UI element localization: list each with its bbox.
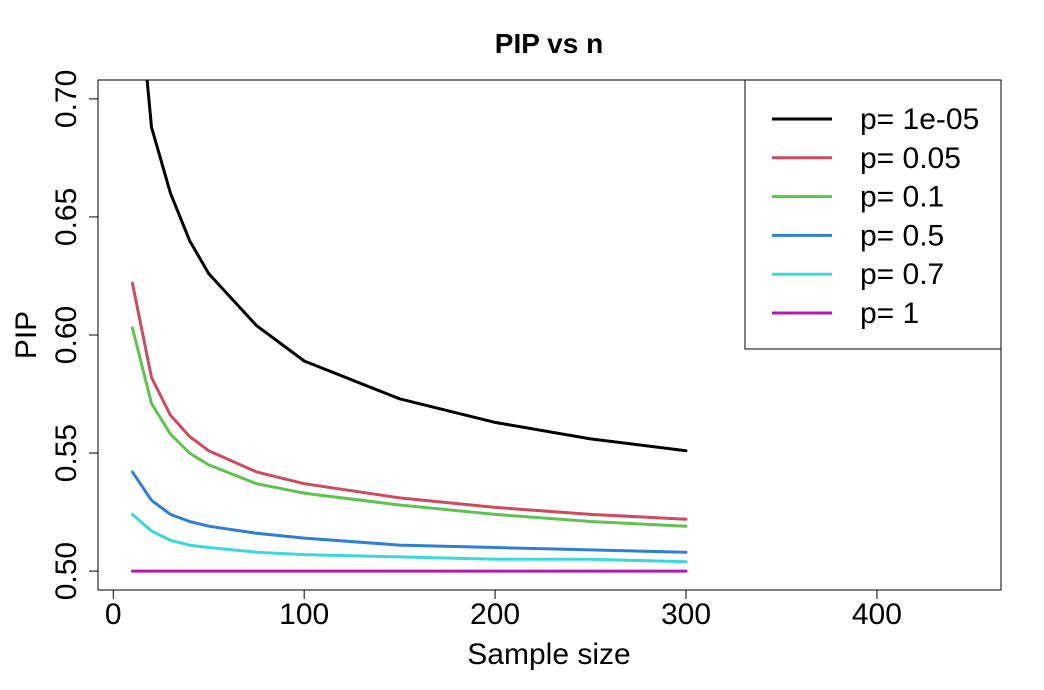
- x-tick-label: 100: [279, 598, 329, 631]
- y-tick-label: 0.55: [50, 424, 83, 482]
- x-tick-label: 0: [105, 598, 122, 631]
- series-line-4: [130, 512, 688, 564]
- series-line-3: [130, 470, 688, 554]
- legend-box: [744, 79, 1002, 350]
- x-tick-label: 400: [852, 598, 902, 631]
- y-tick-label: 0.50: [50, 542, 83, 600]
- series-line-0: [145, 80, 688, 453]
- chart-title: PIP vs n: [495, 28, 603, 59]
- y-tick-label: 0.70: [50, 70, 83, 128]
- x-axis: 0 100 200 300 400: [105, 589, 902, 631]
- series-layer: [130, 80, 688, 573]
- series-line-2: [130, 326, 688, 528]
- y-axis: 0.50 0.55 0.60 0.65 0.70: [50, 70, 99, 600]
- y-axis-label: PIP: [10, 311, 43, 359]
- y-tick-label: 0.60: [50, 306, 83, 364]
- legend-label-4: p= 0.7: [860, 258, 944, 291]
- legend-label-5: p= 1: [860, 297, 919, 330]
- legend: p= 1e-05 p= 0.05 p= 0.1 p= 0.5 p= 0.7 p= 1: [744, 79, 1002, 350]
- x-tick-label: 300: [661, 598, 711, 631]
- y-tick-label: 0.65: [50, 188, 83, 246]
- legend-label-0: p= 1e-05: [860, 103, 979, 136]
- x-axis-label: Sample size: [467, 638, 630, 671]
- legend-label-2: p= 0.1: [860, 181, 944, 214]
- legend-label-3: p= 0.5: [860, 219, 944, 252]
- legend-label-1: p= 0.05: [860, 142, 961, 175]
- x-tick-label: 200: [470, 598, 520, 631]
- series-line-1: [130, 281, 688, 521]
